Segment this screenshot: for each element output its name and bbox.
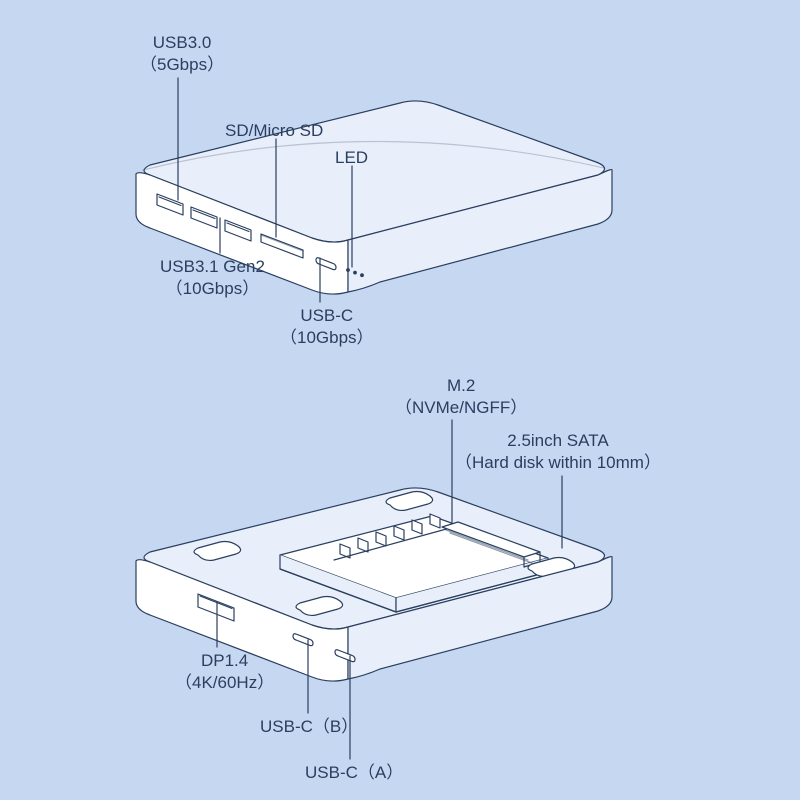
label-led: LED: [335, 147, 368, 169]
label-usbc-10: USB-C（10Gbps）: [280, 305, 374, 349]
label-usb30: USB3.0（5Gbps）: [140, 32, 224, 76]
label-sata: 2.5inch SATA（Hard disk within 10mm）: [455, 430, 661, 474]
label-usbc-a: USB-C（A）: [305, 762, 403, 784]
label-dp14: DP1.4（4K/60Hz）: [175, 650, 274, 694]
label-usb31: USB3.1 Gen2（10Gbps）: [160, 256, 265, 300]
label-m2: M.2（NVMe/NGFF）: [395, 375, 527, 419]
label-usbc-b: USB-C（B）: [260, 716, 358, 738]
label-sd: SD/Micro SD: [225, 120, 323, 142]
